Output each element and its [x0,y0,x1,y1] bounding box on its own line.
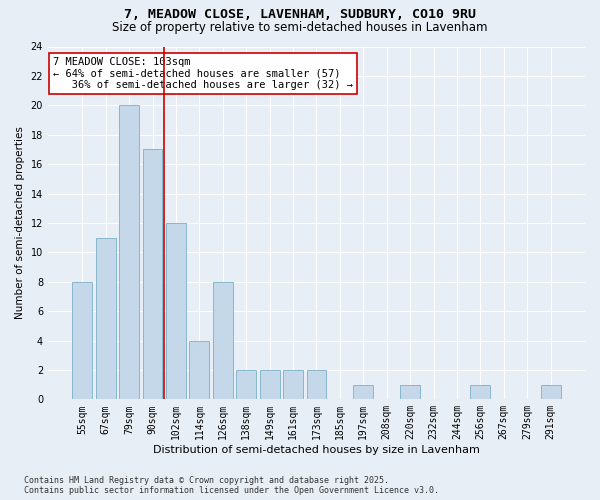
Text: Size of property relative to semi-detached houses in Lavenham: Size of property relative to semi-detach… [112,21,488,34]
Bar [73,282,92,400]
Bar [213,282,233,400]
Bar [236,370,256,400]
Text: Contains HM Land Registry data © Crown copyright and database right 2025.
Contai: Contains HM Land Registry data © Crown c… [24,476,439,495]
Bar [96,238,116,400]
Bar [470,384,490,400]
Text: 7 MEADOW CLOSE: 103sqm
← 64% of semi-detached houses are smaller (57)
   36% of : 7 MEADOW CLOSE: 103sqm ← 64% of semi-det… [53,57,353,90]
Bar [353,384,373,400]
Bar [190,340,209,400]
Bar [283,370,303,400]
Bar [541,384,560,400]
Bar [143,150,163,400]
Text: 7, MEADOW CLOSE, LAVENHAM, SUDBURY, CO10 9RU: 7, MEADOW CLOSE, LAVENHAM, SUDBURY, CO10… [124,8,476,20]
Bar [260,370,280,400]
Y-axis label: Number of semi-detached properties: Number of semi-detached properties [15,126,25,320]
Bar [119,106,139,400]
Bar [307,370,326,400]
Bar [400,384,420,400]
X-axis label: Distribution of semi-detached houses by size in Lavenham: Distribution of semi-detached houses by … [153,445,480,455]
Bar [166,223,186,400]
